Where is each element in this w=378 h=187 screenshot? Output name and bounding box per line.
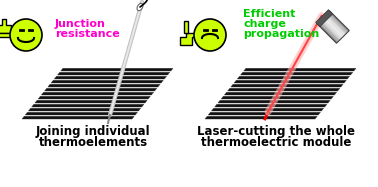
- Polygon shape: [25, 112, 138, 115]
- Polygon shape: [0, 19, 11, 33]
- Text: charge: charge: [243, 19, 286, 29]
- Polygon shape: [318, 22, 338, 43]
- Text: propagation: propagation: [243, 29, 319, 39]
- Polygon shape: [211, 108, 324, 111]
- Polygon shape: [61, 68, 173, 71]
- Polygon shape: [319, 20, 340, 41]
- Polygon shape: [327, 13, 347, 33]
- Polygon shape: [22, 116, 134, 119]
- Polygon shape: [32, 104, 144, 107]
- Polygon shape: [0, 33, 11, 37]
- Polygon shape: [322, 17, 343, 38]
- Polygon shape: [328, 11, 349, 32]
- Polygon shape: [322, 18, 342, 38]
- Ellipse shape: [137, 3, 143, 11]
- Polygon shape: [317, 23, 337, 43]
- Polygon shape: [35, 100, 147, 103]
- Polygon shape: [45, 88, 157, 91]
- Polygon shape: [319, 21, 339, 41]
- Polygon shape: [325, 15, 345, 35]
- Polygon shape: [205, 116, 317, 119]
- Polygon shape: [208, 112, 321, 115]
- Polygon shape: [316, 10, 333, 27]
- Text: thermoelements: thermoelements: [39, 136, 147, 149]
- Polygon shape: [328, 12, 348, 33]
- Polygon shape: [48, 84, 160, 87]
- Polygon shape: [234, 80, 346, 83]
- Polygon shape: [244, 68, 356, 71]
- Text: resistance: resistance: [55, 29, 120, 39]
- Circle shape: [194, 19, 226, 51]
- Polygon shape: [231, 84, 343, 87]
- Circle shape: [10, 19, 42, 51]
- Text: Joining individual: Joining individual: [36, 125, 150, 138]
- Polygon shape: [41, 92, 153, 95]
- Polygon shape: [321, 19, 341, 39]
- Polygon shape: [318, 22, 338, 42]
- Polygon shape: [57, 72, 170, 75]
- Polygon shape: [323, 16, 344, 37]
- Polygon shape: [240, 72, 353, 75]
- Text: Laser-cutting the whole: Laser-cutting the whole: [197, 125, 355, 138]
- Polygon shape: [228, 88, 340, 91]
- Polygon shape: [321, 18, 342, 39]
- Text: thermoelectric module: thermoelectric module: [201, 136, 351, 149]
- Polygon shape: [237, 76, 350, 79]
- Text: Junction: Junction: [55, 19, 106, 29]
- Polygon shape: [221, 96, 333, 99]
- Polygon shape: [180, 33, 195, 45]
- Polygon shape: [54, 76, 166, 79]
- Polygon shape: [51, 80, 163, 83]
- Polygon shape: [324, 15, 345, 36]
- Polygon shape: [184, 21, 188, 33]
- Polygon shape: [215, 104, 327, 107]
- Text: Efficient: Efficient: [243, 9, 295, 19]
- Polygon shape: [38, 96, 150, 99]
- Polygon shape: [28, 108, 141, 111]
- Polygon shape: [225, 92, 336, 95]
- Polygon shape: [218, 100, 330, 103]
- Polygon shape: [320, 20, 340, 40]
- Polygon shape: [326, 13, 347, 34]
- Polygon shape: [324, 16, 344, 36]
- Polygon shape: [325, 14, 346, 34]
- Polygon shape: [329, 11, 349, 31]
